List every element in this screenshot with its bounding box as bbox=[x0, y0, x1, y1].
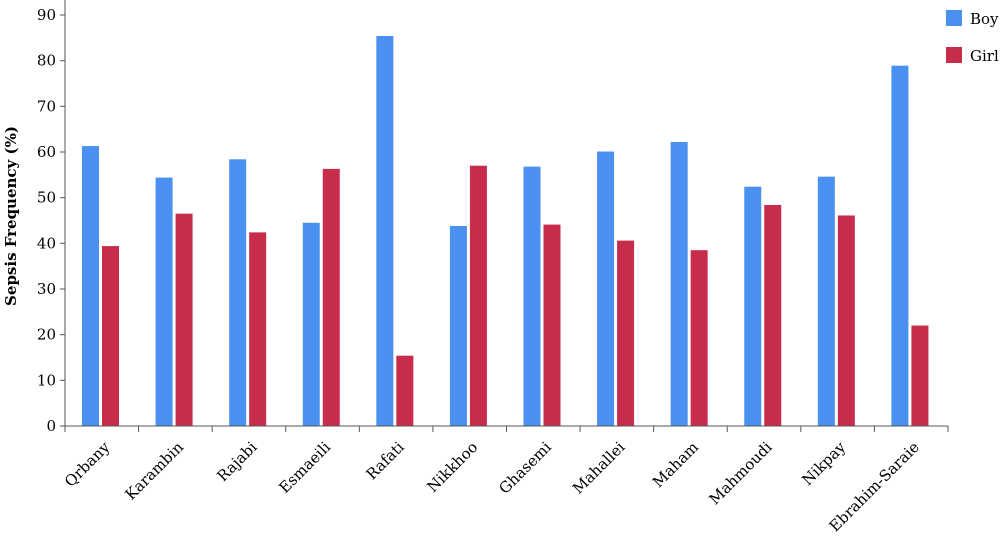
x-tick-label: Mahallei bbox=[569, 438, 629, 498]
x-tick-label: Ghasemi bbox=[495, 438, 555, 498]
x-tick-label: Mahmoudi bbox=[705, 438, 775, 508]
y-tick-label: 90 bbox=[37, 6, 56, 24]
bar-girl bbox=[837, 215, 855, 426]
y-tick-label: 0 bbox=[46, 417, 56, 435]
legend-swatch-girl bbox=[946, 47, 962, 63]
y-tick-label: 50 bbox=[37, 189, 56, 207]
bar-boy bbox=[376, 36, 394, 427]
bar-boy bbox=[817, 176, 835, 426]
bars-group bbox=[82, 36, 929, 427]
bar-girl bbox=[175, 213, 193, 426]
bar-boy bbox=[744, 186, 762, 426]
bar-girl bbox=[322, 168, 340, 426]
bar-boy bbox=[302, 222, 320, 426]
y-tick-label: 80 bbox=[37, 52, 56, 70]
legend-swatch-boy bbox=[946, 10, 962, 26]
bar-boy bbox=[449, 225, 467, 426]
y-axis-title: Sepsis Frequency (%) bbox=[2, 126, 20, 306]
x-tick-label: Qrbany bbox=[61, 438, 114, 491]
y-tick-label: 60 bbox=[37, 143, 56, 161]
bar-boy bbox=[229, 159, 247, 426]
bar-girl bbox=[543, 224, 561, 426]
legend-label-girl: Girl bbox=[970, 47, 999, 65]
bar-girl bbox=[102, 246, 119, 426]
x-tick-label: Esmaeili bbox=[275, 438, 334, 497]
x-tick-label: Nikkhoo bbox=[423, 438, 481, 496]
bar-girl bbox=[617, 240, 635, 426]
bar-boy bbox=[523, 166, 541, 426]
bar-girl bbox=[690, 250, 708, 426]
bar-girl bbox=[764, 204, 782, 426]
y-tick-label: 10 bbox=[37, 371, 56, 389]
y-tick-label: 30 bbox=[37, 280, 56, 298]
x-tick-label: Nikpay bbox=[798, 438, 849, 489]
y-tick-label: 40 bbox=[37, 234, 56, 252]
y-tick-label: 20 bbox=[37, 326, 56, 344]
x-tick-label: Maham bbox=[649, 438, 702, 491]
bar-boy bbox=[670, 141, 688, 426]
y-tick-label: 70 bbox=[37, 97, 56, 115]
bar-boy bbox=[597, 151, 615, 426]
legend: Boy Girl bbox=[946, 10, 999, 65]
bar-girl bbox=[911, 325, 929, 426]
x-tick-label: Rafati bbox=[363, 438, 408, 483]
x-tick-label: Rajabi bbox=[214, 438, 261, 485]
bar-girl bbox=[469, 165, 487, 426]
bar-girl bbox=[249, 232, 267, 426]
bar-boy bbox=[82, 146, 99, 426]
legend-label-boy: Boy bbox=[970, 10, 999, 28]
axes-group: 0 10 20 30 40 50 60 70 80 90 Qrbany Karambin Rajabi E… bbox=[37, 0, 949, 535]
bar-girl bbox=[396, 355, 414, 426]
bar-boy bbox=[891, 65, 909, 426]
x-tick-label: Karambin bbox=[122, 438, 188, 504]
bar-boy bbox=[155, 177, 173, 426]
